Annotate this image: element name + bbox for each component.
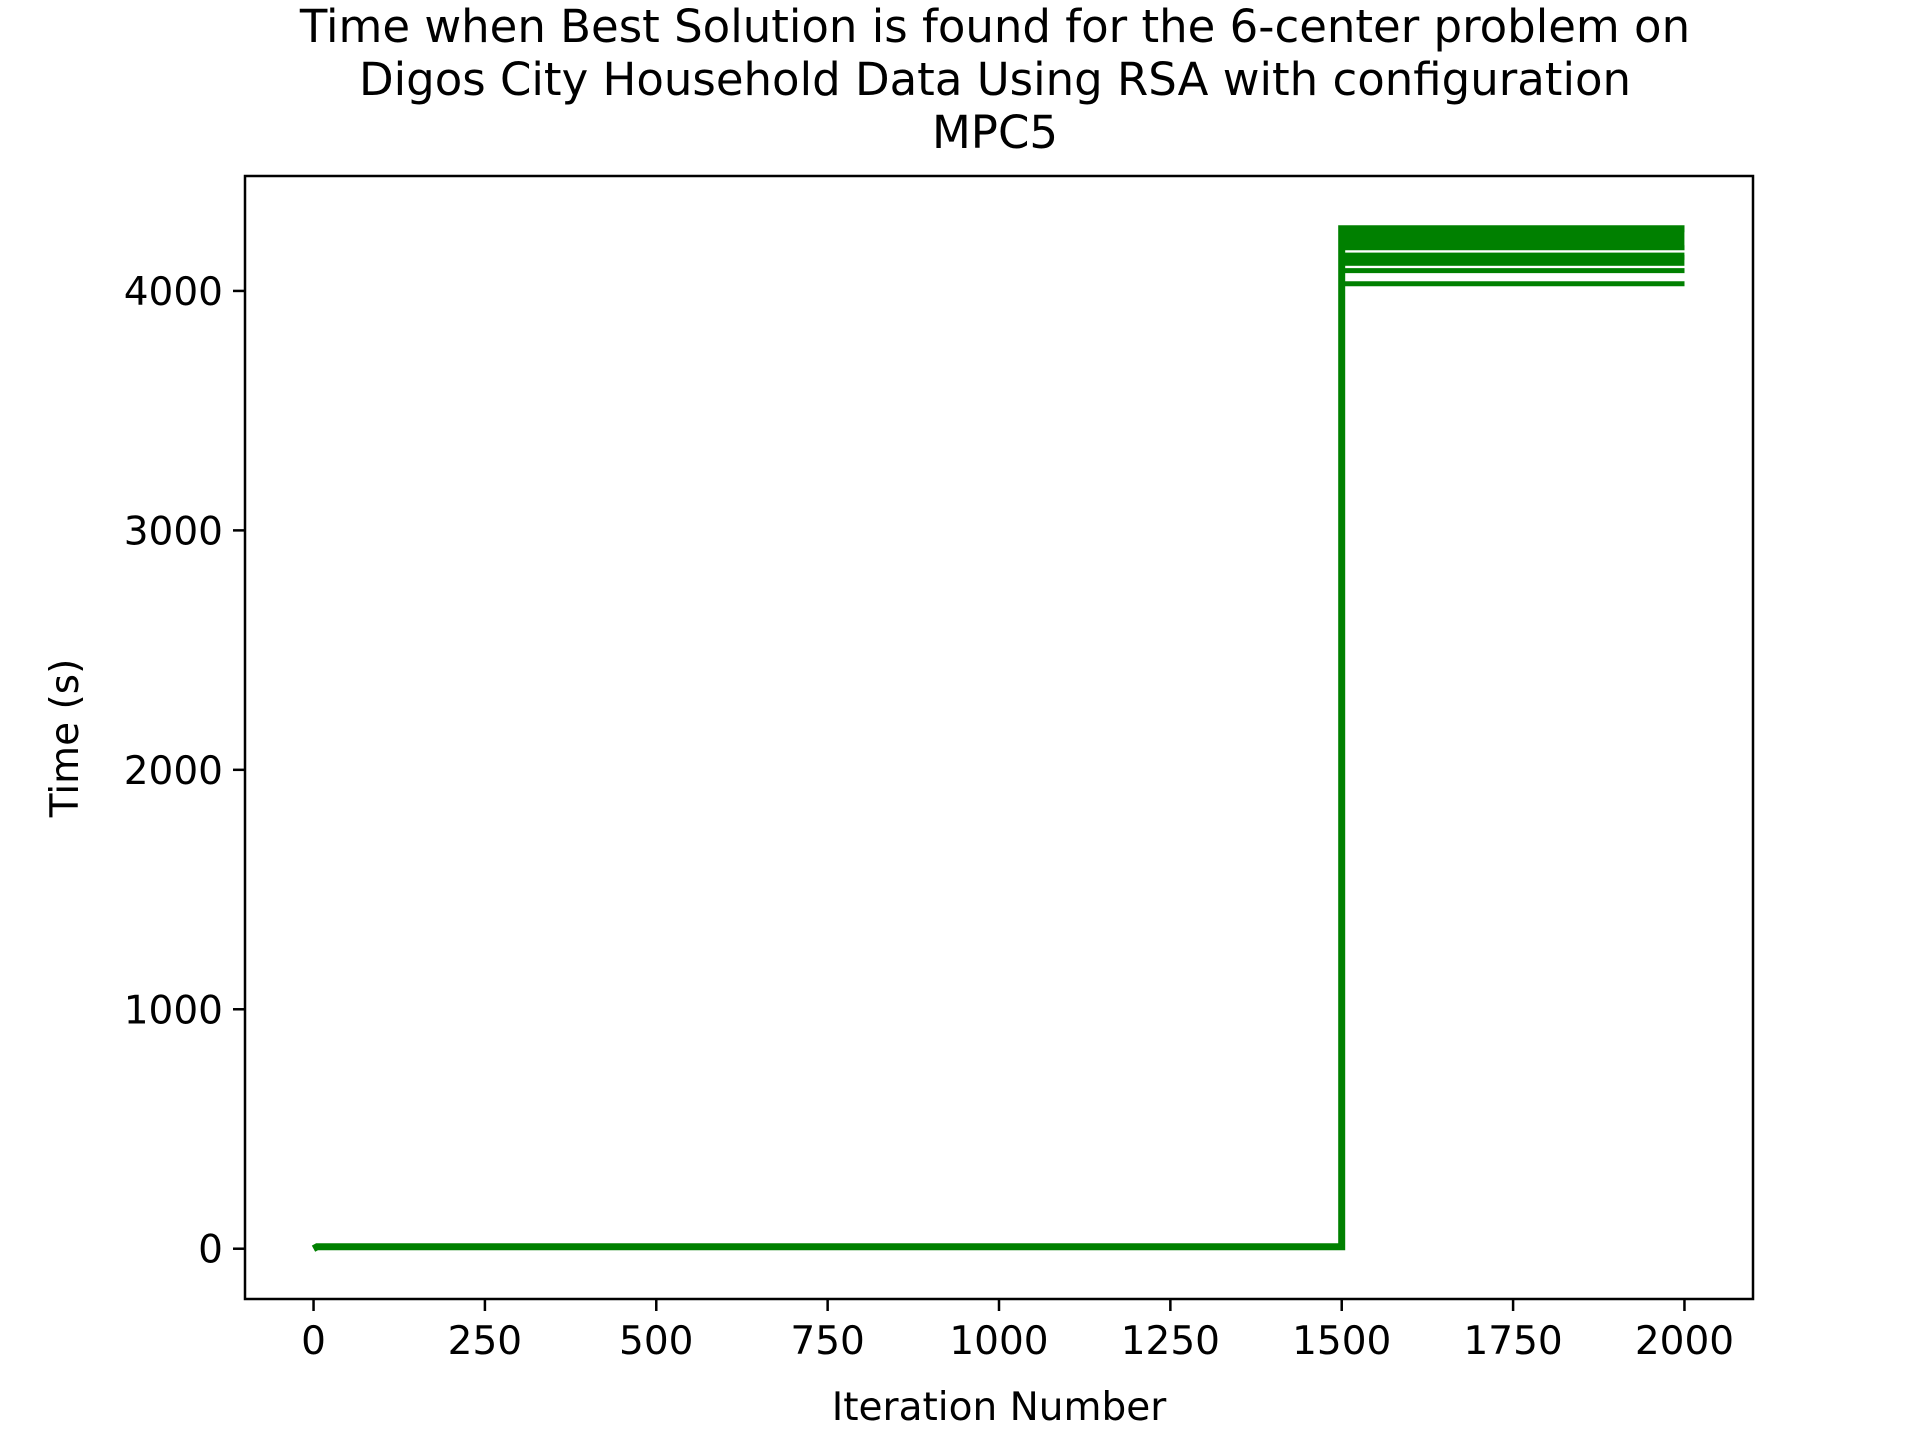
x-tick-label: 1500 — [1292, 1319, 1391, 1364]
series-line-1 — [311, 225, 1685, 1252]
series-layer — [311, 225, 1685, 1252]
x-tick-label: 1750 — [1463, 1319, 1562, 1364]
chart-title-line-3: MPC5 — [931, 106, 1058, 159]
x-tick-label: 1000 — [949, 1319, 1048, 1364]
chart-title-line-1: Time when Best Solution is found for the… — [299, 0, 1691, 53]
x-tick-label: 0 — [301, 1319, 326, 1364]
x-tick-label: 250 — [448, 1319, 522, 1364]
chart-title: Time when Best Solution is found for the… — [0, 0, 1920, 159]
plot-frame — [243, 174, 1755, 1301]
x-axis-label: Iteration Number — [832, 1385, 1167, 1430]
chart-title-line-2: Digos City Household Data Using RSA with… — [359, 53, 1631, 106]
y-tick-label: 0 — [198, 1228, 223, 1273]
y-tick-label: 1000 — [124, 988, 223, 1033]
y-axis: 0 1000 2000 3000 4000 — [124, 270, 245, 1273]
x-tick-label: 750 — [790, 1319, 864, 1364]
x-axis: 0 250 500 750 1000 1250 1500 1750 2000 — [301, 1299, 1734, 1364]
y-axis-label: Time (s) — [43, 659, 88, 819]
series-band-top — [1342, 227, 1685, 246]
x-tick-label: 2000 — [1635, 1319, 1734, 1364]
series-band-mid — [1342, 252, 1685, 266]
x-tick-label: 1250 — [1121, 1319, 1220, 1364]
x-tick-label: 500 — [619, 1319, 693, 1364]
y-tick-label: 2000 — [124, 749, 223, 794]
y-tick-label: 3000 — [124, 509, 223, 554]
y-tick-label: 4000 — [124, 270, 223, 315]
